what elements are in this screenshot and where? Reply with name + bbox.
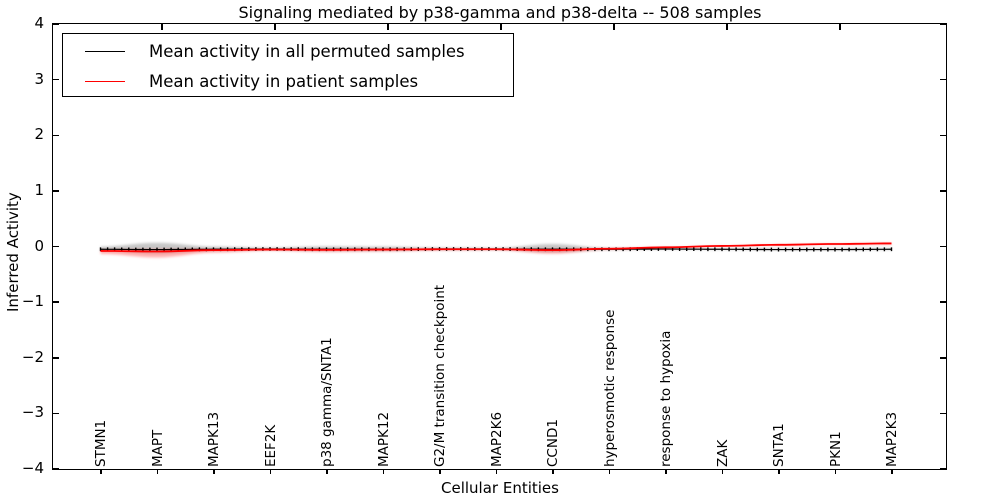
legend-line-patient-icon xyxy=(85,80,125,82)
y-axis-tick xyxy=(940,78,946,81)
chart-title: Signaling mediated by p38-gamma and p38-… xyxy=(238,3,762,22)
x-tick-label: MAPK12 xyxy=(375,411,392,467)
y-tick-label: −1 xyxy=(21,292,44,311)
y-tick-label: 2 xyxy=(34,125,44,144)
y-tick-label: 1 xyxy=(34,180,44,199)
y-axis-tick xyxy=(53,468,59,470)
legend-line-permuted-icon xyxy=(85,50,125,52)
x-axis-tick xyxy=(495,470,498,474)
legend-entry-patient: Mean activity in patient samples xyxy=(63,66,513,96)
x-tick-label: STMN1 xyxy=(93,419,109,467)
y-axis-tick xyxy=(53,357,59,359)
x-tick-label: MAPK13 xyxy=(206,411,222,467)
x-axis-tick xyxy=(326,470,328,474)
x-axis-top-tick xyxy=(274,24,276,30)
x-axis-tick xyxy=(552,470,554,474)
x-axis-tick xyxy=(778,470,780,474)
y-axis-tick xyxy=(53,78,59,81)
x-axis-tick xyxy=(721,470,724,474)
x-axis-tick xyxy=(100,470,102,474)
x-axis-top-tick xyxy=(161,24,163,30)
x-axis-tick xyxy=(156,470,159,474)
x-tick-label: PKN1 xyxy=(827,431,844,467)
y-tick-label: −2 xyxy=(21,347,44,366)
x-axis-top-tick xyxy=(839,24,841,30)
y-axis-tick xyxy=(940,23,946,25)
x-tick-label: p38 gamma/SNTA1 xyxy=(319,337,335,467)
y-axis-tick xyxy=(940,301,946,303)
y-axis-tick xyxy=(53,190,59,192)
x-tick-label: MAP2K3 xyxy=(884,411,900,467)
x-axis-top-tick xyxy=(500,24,502,30)
data-layer xyxy=(99,242,893,258)
legend: Mean activity in all permuted samples Me… xyxy=(62,33,514,97)
x-axis-tick xyxy=(891,470,893,474)
x-tick-label: G2/M transition checkpoint xyxy=(432,284,448,467)
x-axis-tick xyxy=(382,470,385,474)
y-axis-tick xyxy=(940,190,946,192)
legend-label-permuted: Mean activity in all permuted samples xyxy=(149,41,465,61)
x-axis-tick xyxy=(439,470,441,474)
y-axis-tick xyxy=(53,301,59,303)
y-axis-tick xyxy=(940,134,946,136)
plot-area xyxy=(52,23,947,470)
y-axis-tick xyxy=(940,357,946,359)
y-axis-tick xyxy=(940,468,946,470)
x-axis-top-tick xyxy=(387,24,389,30)
x-tick-label: ZAK xyxy=(714,439,731,467)
y-axis-tick xyxy=(940,412,946,415)
x-tick-label: MAP2K6 xyxy=(488,411,505,467)
x-tick-label: SNTA1 xyxy=(771,423,787,467)
x-tick-label: EEF2K xyxy=(262,424,279,467)
y-axis-tick xyxy=(53,23,59,25)
legend-label-patient: Mean activity in patient samples xyxy=(149,71,419,91)
y-tick-label: −3 xyxy=(21,403,44,422)
legend-entry-permuted: Mean activity in all permuted samples xyxy=(63,36,513,66)
y-axis-tick xyxy=(53,245,59,248)
y-tick-label: 4 xyxy=(34,14,44,32)
y-axis-tick xyxy=(53,134,59,136)
y-tick-label: 0 xyxy=(34,236,44,255)
series-patient-line xyxy=(100,242,892,253)
y-axis-tick xyxy=(53,412,59,415)
x-axis-label: Cellular Entities xyxy=(441,479,559,497)
y-axis-tick xyxy=(940,245,946,248)
x-tick-label: response to hypoxia xyxy=(658,330,674,467)
x-axis-top-tick xyxy=(726,24,728,30)
x-tick-label: MAPT xyxy=(149,429,166,467)
x-axis-top-tick xyxy=(613,24,615,30)
x-tick-label: hyperosmotic response xyxy=(601,309,618,467)
x-axis-tick xyxy=(269,470,272,474)
x-axis-tick xyxy=(665,470,667,474)
x-axis-tick xyxy=(608,470,611,474)
x-axis-tick xyxy=(213,470,215,474)
y-tick-label: 3 xyxy=(34,69,44,88)
x-tick-label: CCND1 xyxy=(545,419,561,467)
x-axis-tick xyxy=(834,470,837,474)
y-tick-label: −4 xyxy=(21,459,44,477)
